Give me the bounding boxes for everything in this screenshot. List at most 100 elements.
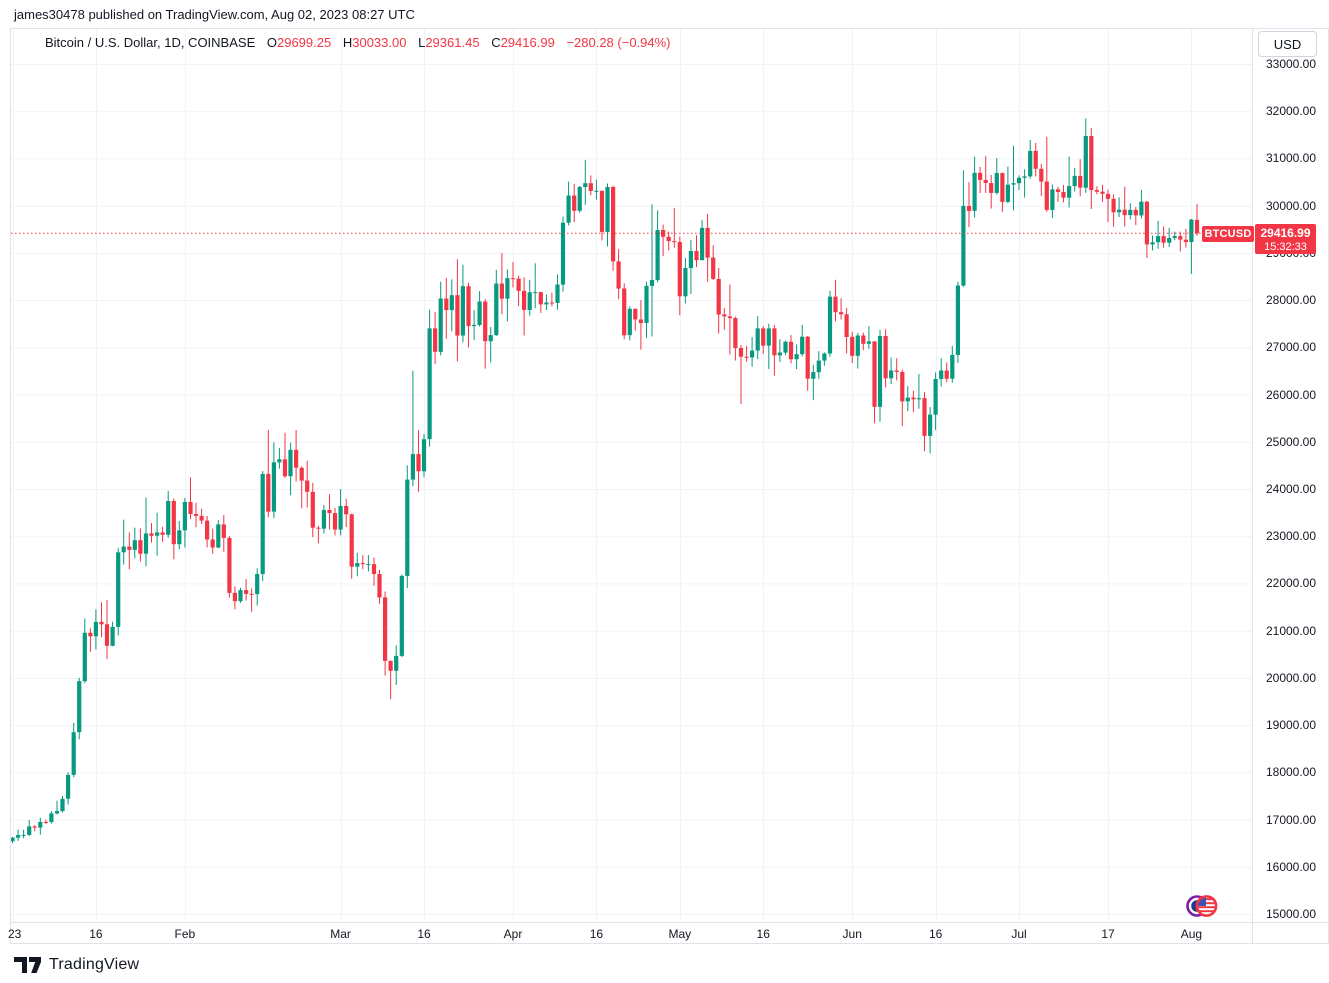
candle-body bbox=[121, 546, 126, 553]
candle-wick bbox=[968, 182, 970, 227]
candle-body bbox=[477, 301, 482, 325]
candle-body bbox=[249, 593, 254, 595]
candle-body bbox=[177, 530, 182, 545]
candle-wick bbox=[1107, 189, 1109, 223]
candle-body bbox=[383, 597, 388, 661]
candle-body bbox=[683, 268, 688, 297]
frame-border-left bbox=[10, 28, 11, 944]
candle-body bbox=[855, 335, 860, 356]
candle-body bbox=[11, 837, 15, 842]
candle-body bbox=[171, 501, 176, 545]
candle-body bbox=[644, 285, 649, 323]
candle-wick bbox=[190, 477, 191, 519]
candle-body bbox=[305, 480, 310, 492]
candle-body bbox=[738, 348, 744, 357]
candle-body bbox=[666, 236, 671, 242]
h-gridline bbox=[11, 252, 1252, 254]
candle-body bbox=[1083, 136, 1088, 188]
candle-body bbox=[955, 285, 960, 355]
price-tick-label: 15000.00 bbox=[1265, 907, 1317, 921]
candle-wick bbox=[518, 275, 520, 307]
candle-body bbox=[221, 524, 226, 538]
price-tick-label: 19000.00 bbox=[1265, 718, 1317, 733]
candle-body bbox=[188, 502, 193, 514]
candle-body bbox=[944, 370, 949, 379]
candle-body bbox=[583, 183, 588, 187]
candle-body bbox=[488, 335, 493, 342]
candle-body bbox=[277, 459, 282, 463]
candle-body bbox=[933, 379, 938, 415]
candle-wick bbox=[245, 579, 247, 601]
candle-wick bbox=[56, 800, 58, 815]
h-gridline bbox=[11, 772, 1252, 774]
candle-body bbox=[527, 292, 532, 310]
us-flag-art bbox=[1197, 897, 1216, 915]
ohlc-close: C29416.99 bbox=[491, 35, 555, 50]
currency-usd-button[interactable]: USD bbox=[1258, 31, 1317, 57]
candle-wick bbox=[746, 345, 748, 362]
candle-body bbox=[755, 328, 760, 351]
economic-calendar-flag-icon[interactable] bbox=[1182, 892, 1222, 920]
candle-wick bbox=[1013, 145, 1014, 211]
candle-body bbox=[266, 473, 271, 512]
candle-body bbox=[883, 336, 888, 379]
price-tick-label: 20000.00 bbox=[1265, 670, 1317, 685]
candle-body bbox=[388, 660, 393, 671]
candle-body bbox=[43, 821, 48, 823]
candle-body bbox=[705, 227, 710, 258]
candle-wick bbox=[1135, 207, 1137, 225]
candle-body bbox=[711, 257, 716, 279]
ohlc-open: O29699.25 bbox=[266, 35, 332, 50]
candle-body bbox=[800, 336, 805, 355]
candle-body bbox=[238, 590, 243, 602]
candle-body bbox=[99, 621, 104, 625]
candle-body bbox=[627, 308, 632, 336]
tradingview-logo[interactable]: TradingView bbox=[14, 956, 139, 974]
candle-body bbox=[983, 179, 988, 183]
candle-body bbox=[505, 278, 510, 299]
candle-body bbox=[877, 336, 883, 407]
candle-body bbox=[588, 183, 593, 191]
candle-body bbox=[894, 370, 899, 372]
time-tick-label: Feb bbox=[174, 927, 196, 941]
candle-body bbox=[282, 459, 288, 477]
candle-wick bbox=[23, 829, 25, 839]
candle-wick bbox=[740, 345, 742, 404]
symbol-price-flag: BTCUSD bbox=[1202, 226, 1254, 242]
candle-wick bbox=[1174, 231, 1176, 241]
frame-border-top bbox=[10, 28, 1329, 29]
candle-body bbox=[1100, 191, 1105, 194]
candle-body bbox=[549, 302, 554, 304]
candle-body bbox=[761, 328, 766, 346]
candle-body bbox=[366, 564, 371, 566]
time-tick-label: 23 bbox=[8, 927, 22, 941]
price-tick-label: 26000.00 bbox=[1265, 387, 1317, 402]
candle-body bbox=[972, 172, 977, 211]
candlestick-plot[interactable] bbox=[11, 29, 1252, 922]
candle-body bbox=[1172, 236, 1177, 238]
candle-wick bbox=[267, 430, 269, 518]
candle-wick bbox=[1168, 227, 1170, 247]
candle-body bbox=[1105, 193, 1111, 199]
price-tick-label: 25000.00 bbox=[1265, 434, 1317, 449]
last-price-tag: 29416.99 15:32:33 bbox=[1255, 224, 1316, 254]
candle-body bbox=[416, 454, 421, 472]
candle-wick bbox=[301, 466, 303, 509]
candle-body bbox=[611, 187, 616, 262]
v-gridline bbox=[852, 29, 853, 922]
candle-wick bbox=[501, 252, 503, 315]
candle-body bbox=[16, 835, 21, 838]
h-gridline bbox=[11, 158, 1252, 160]
candle-body bbox=[555, 284, 560, 303]
price-tick-label: 16000.00 bbox=[1265, 859, 1317, 874]
candle-body bbox=[160, 532, 165, 535]
candle-body bbox=[533, 292, 538, 294]
h-gridline bbox=[11, 300, 1252, 302]
candle-wick bbox=[868, 326, 870, 349]
candle-body bbox=[316, 527, 321, 529]
time-tick-label: 16 bbox=[417, 927, 431, 941]
candle-body bbox=[166, 501, 171, 535]
candle-body bbox=[494, 283, 499, 336]
candle-wick bbox=[278, 447, 280, 469]
h-gridline bbox=[11, 394, 1252, 396]
